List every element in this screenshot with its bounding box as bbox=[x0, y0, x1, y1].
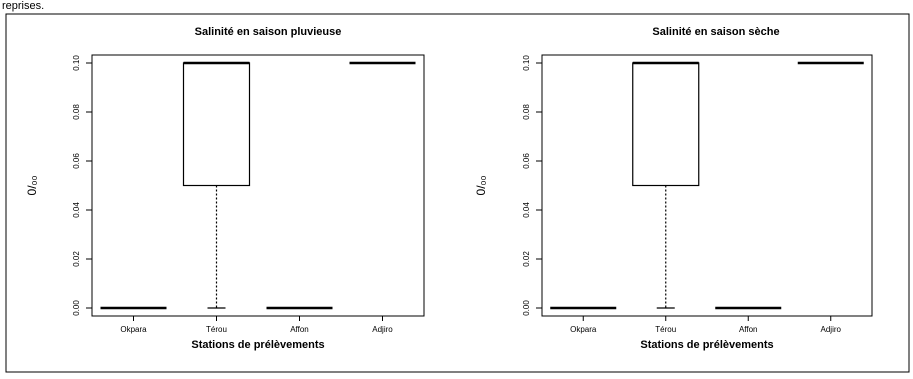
y-tick-label: 0.04 bbox=[72, 202, 81, 218]
box-trou bbox=[632, 61, 700, 309]
x-tick-label: Affon bbox=[290, 325, 309, 334]
x-tick-label: Térou bbox=[655, 325, 676, 334]
x-tick-label: Okpara bbox=[570, 325, 597, 334]
x-tick-label: Adjiro bbox=[821, 325, 842, 334]
y-tick-label: 0.00 bbox=[72, 300, 81, 316]
y-tick-label: 0.08 bbox=[522, 104, 531, 120]
y-tick-label: 0.06 bbox=[72, 153, 81, 169]
y-tick-label: 0.10 bbox=[72, 55, 81, 71]
x-tick-label: Affon bbox=[739, 325, 758, 334]
plot-area bbox=[91, 54, 425, 317]
x-tick-label: Térou bbox=[206, 325, 227, 334]
chart-title: Salinité en saison sèche bbox=[652, 26, 779, 38]
x-tick-label: Adjiro bbox=[372, 325, 393, 334]
box-trou bbox=[182, 61, 251, 309]
y-tick-label: 0.02 bbox=[72, 251, 81, 267]
y-tick-label: 0.00 bbox=[522, 300, 531, 316]
chart-title: Salinité en saison pluvieuse bbox=[195, 26, 342, 38]
y-axis-label: 0/₀₀ bbox=[474, 175, 488, 195]
figure-header-text: reprises. bbox=[2, 0, 44, 12]
boxplot-chart: Salinité en saison pluvieuse 0.00 0.02 0.04… bbox=[25, 26, 425, 351]
figure-frame bbox=[5, 13, 910, 373]
y-tick-label: 0.02 bbox=[522, 251, 531, 267]
charts-group: Salinité en saison pluvieuse 0.00 0.02 0.04… bbox=[25, 26, 873, 351]
plot-area bbox=[541, 54, 873, 317]
box-iqr bbox=[632, 62, 700, 187]
x-axis-label: Stations de prélèvements bbox=[191, 339, 324, 351]
boxplot-chart: Salinité en saison sèche 0.00 0.02 0.04 0.06… bbox=[474, 26, 873, 351]
y-axis-label: 0/₀₀ bbox=[25, 175, 39, 195]
x-axis-label: Stations de prélèvements bbox=[640, 339, 773, 351]
y-tick-label: 0.08 bbox=[72, 104, 81, 120]
y-tick-label: 0.06 bbox=[522, 153, 531, 169]
y-tick-label: 0.04 bbox=[522, 202, 531, 218]
box-iqr bbox=[182, 62, 251, 187]
y-tick-label: 0.10 bbox=[522, 55, 531, 71]
x-tick-label: Okpara bbox=[120, 325, 147, 334]
